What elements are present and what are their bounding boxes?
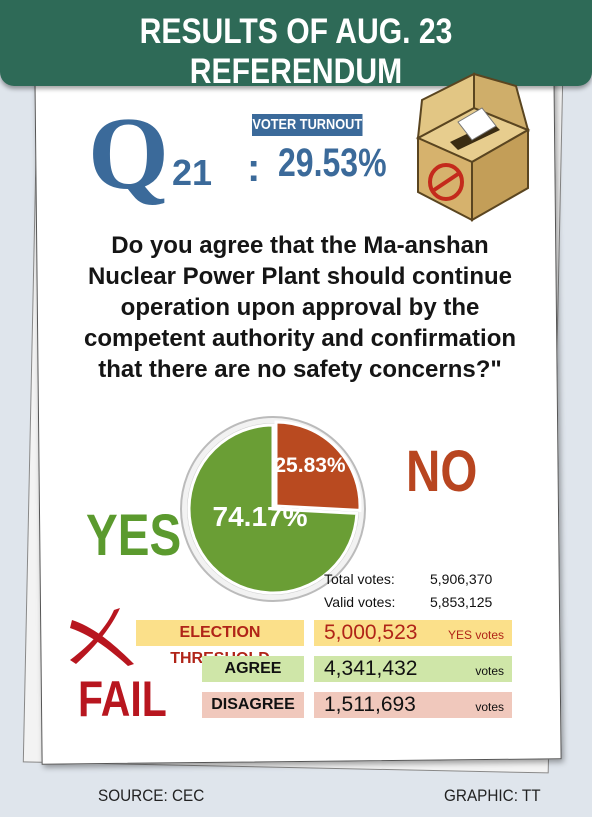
disagree-unit: votes <box>475 700 504 714</box>
question-number: 21 <box>172 152 213 193</box>
red-cross-icon <box>70 608 134 666</box>
graphic-credit: GRAPHIC: TT <box>444 786 541 805</box>
election-threshold-value: 5,000,523 <box>324 621 418 644</box>
disagree-value-box: 1,511,693 votes <box>314 692 512 718</box>
no-percent-label: 25.83% <box>274 454 346 477</box>
total-votes-row: Total votes: 5,906,370 <box>324 571 492 587</box>
fail-label: FAIL <box>78 671 167 727</box>
question-colon: : <box>247 146 261 190</box>
election-threshold-unit: YES votes <box>447 628 504 642</box>
agree-unit: votes <box>475 664 504 678</box>
disagree-label: DISAGREE <box>202 692 304 718</box>
pie-slice-yes <box>187 423 359 595</box>
voter-turnout-label: VOTER TURNOUT <box>252 114 363 136</box>
election-threshold-label: ELECTION THRESHOLD <box>136 620 304 667</box>
voter-turnout-value: 29.53% <box>278 141 387 185</box>
yes-label: YES <box>86 503 182 568</box>
result-pie-chart: 25.83% 74.17% <box>180 416 366 602</box>
agree-value-box: 4,341,432 votes <box>314 656 512 682</box>
valid-votes-value: 5,853,125 <box>430 594 493 610</box>
ballot-box-icon <box>415 72 531 222</box>
yes-percent-label: 74.17% <box>213 501 308 532</box>
page-title: RESULTS OF AUG. 23 REFERENDUM <box>139 12 453 91</box>
valid-votes-label: Valid votes: <box>324 594 396 610</box>
no-label: NO <box>406 439 478 504</box>
pie-slice-no <box>274 420 362 512</box>
question-letter: Q <box>88 96 169 211</box>
total-votes-label: Total votes: <box>324 571 395 587</box>
disagree-value: 1,511,693 <box>324 693 416 716</box>
title-banner: RESULTS OF AUG. 23 REFERENDUM <box>0 0 592 91</box>
referendum-question: Do you agree that the Ma-anshan Nuclear … <box>83 232 517 383</box>
agree-label: AGREE <box>202 656 304 682</box>
source-credit: SOURCE: CEC <box>98 786 205 805</box>
agree-value: 4,341,432 <box>324 657 418 680</box>
total-votes-value: 5,906,370 <box>430 571 493 587</box>
election-threshold-value-box: 5,000,523 YES votes <box>314 620 512 646</box>
valid-votes-row: Valid votes: 5,853,125 <box>324 594 492 610</box>
